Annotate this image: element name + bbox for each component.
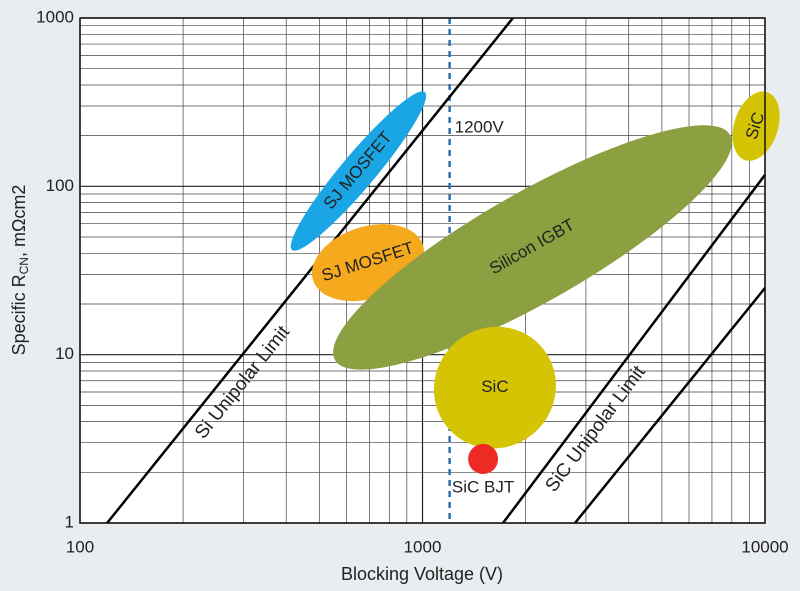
y-tick-label: 100 (46, 176, 74, 195)
plot-frame (79, 17, 766, 524)
x-tick-label: 10000 (741, 537, 788, 556)
x-tick-label: 100 (66, 537, 94, 556)
point (468, 443, 499, 474)
x-axis-title: Blocking Voltage (V) (341, 564, 503, 584)
region (732, 91, 780, 161)
x-tick-label: 1000 (404, 537, 442, 556)
y-title-main: Specific R (9, 274, 29, 355)
y-tick-label: 10 (55, 344, 74, 363)
reference-label: 1200V (455, 117, 505, 136)
limit-line (501, 174, 766, 524)
region (433, 326, 556, 449)
region (290, 91, 427, 251)
limit-line (106, 17, 514, 524)
limit-line (574, 287, 766, 524)
y-tick-label: 1 (65, 512, 74, 531)
region (333, 125, 732, 370)
y-title-sub: CN (17, 257, 31, 274)
y-tick-label: 1000 (36, 7, 74, 26)
point-label: SiC BJT (452, 477, 514, 496)
region-label: SiC (481, 377, 508, 396)
y-axis-title: Specific RCN, mΩcm2 (9, 185, 31, 356)
y-title-rest: , mΩcm2 (9, 185, 29, 257)
